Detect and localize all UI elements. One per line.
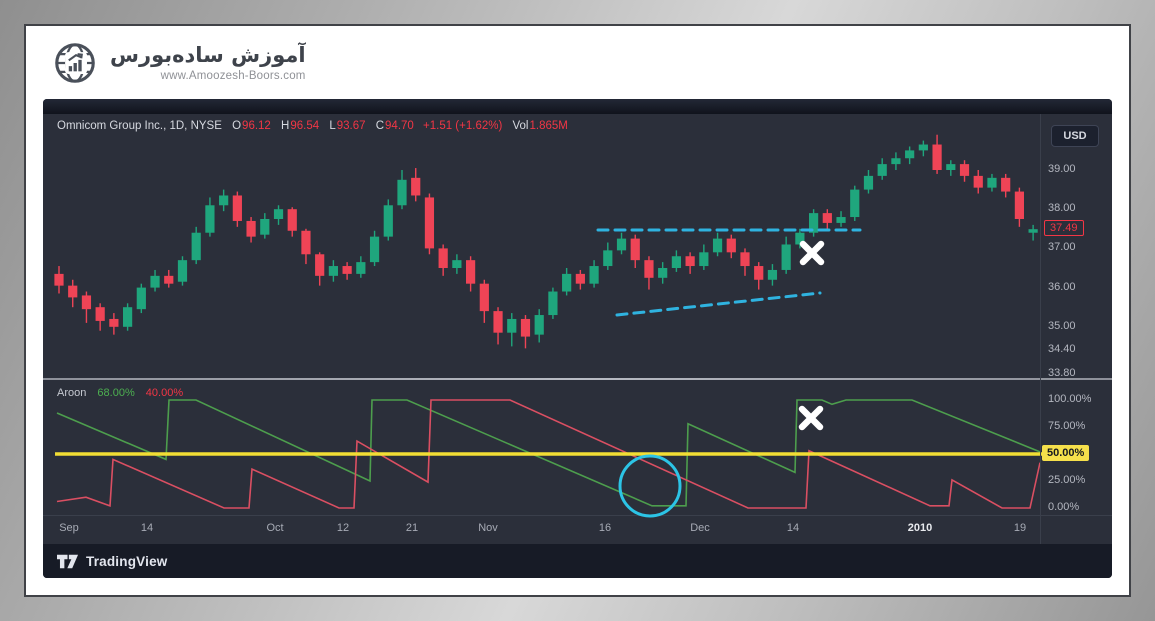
price-tick: 36.00 (1048, 280, 1076, 293)
currency-toggle-button[interactable]: USD (1051, 125, 1099, 147)
site-logo: آموزش ساده‌بورس www.Amoozesh-Boors.com (50, 38, 306, 88)
price-scale-divider (1040, 114, 1041, 544)
chart-top-strip (43, 99, 1112, 114)
symbol-header[interactable]: Omnicom Group Inc., 1D, NYSE O96.12 H96.… (57, 120, 568, 132)
percent-tick: 25.00% (1048, 474, 1086, 486)
time-tick: 21 (405, 522, 419, 534)
aroon-up-value: 68.00% (97, 387, 135, 399)
price-tick: 37.00 (1048, 241, 1076, 254)
x-mark-annotation[interactable] (798, 405, 824, 431)
aroon-down-line[interactable] (56, 399, 1041, 509)
open-value: 96.12 (242, 120, 271, 132)
time-tick: 14 (140, 522, 154, 534)
aroon-down-value: 40.00% (145, 387, 184, 399)
price-tick: 34.40 (1048, 343, 1076, 356)
high-value: 96.54 (290, 120, 320, 132)
site-title: آموزش ساده‌بورس (110, 43, 306, 68)
tradingview-icon[interactable] (57, 554, 79, 569)
bottom-toolbar: TradingView (43, 544, 1112, 578)
time-tick: Sep (59, 522, 79, 534)
time-tick: 16 (598, 522, 612, 534)
price-tick: 35.00 (1048, 319, 1076, 332)
volume-value: 1.865M (529, 120, 568, 132)
last-price-label: 37.49 (1044, 220, 1084, 237)
site-url: www.Amoozesh-Boors.com (160, 69, 306, 82)
low-value: 93.67 (336, 120, 366, 132)
trendline-dashed[interactable] (615, 291, 822, 317)
circle-annotation[interactable] (618, 454, 682, 518)
time-tick: Dec (690, 522, 710, 534)
globe-chart-icon (55, 43, 95, 83)
tradingview-wordmark[interactable]: TradingView (86, 553, 168, 569)
fifty-percent-label: 50.00% (1042, 445, 1090, 461)
low-label: L (329, 120, 336, 132)
aroon-indicator-chart[interactable] (43, 380, 1112, 518)
change-value: +1.51 (+1.62%) (423, 120, 503, 132)
time-tick: 2010 (907, 522, 933, 534)
percent-tick: 75.00% (1048, 420, 1086, 432)
time-tick: 19 (1013, 522, 1027, 534)
tradingview-chart-panel: TradingView Omnicom Group Inc., 1D, NYSE… (43, 99, 1112, 578)
price-tick: 39.00 (1048, 163, 1076, 175)
price-tick: 33.80 (1048, 366, 1076, 379)
indicator-name[interactable]: Aroon (57, 387, 87, 399)
time-tick: 14 (786, 522, 800, 534)
candlestick-chart[interactable] (43, 114, 1112, 378)
time-tick: Oct (266, 522, 284, 534)
high-label: H (281, 120, 290, 132)
time-axis[interactable] (43, 515, 1112, 545)
time-tick: Nov (478, 522, 498, 534)
indicator-legend[interactable]: Aroon 68.00% 40.00% (57, 387, 183, 399)
percent-tick: 100.00% (1048, 393, 1092, 405)
time-tick: 12 (336, 522, 350, 534)
page-background: آموزش ساده‌بورس www.Amoozesh-Boors.com T… (24, 24, 1131, 597)
symbol-text[interactable]: Omnicom Group Inc., 1D, NYSE (57, 120, 222, 132)
close-value: 94.70 (385, 120, 414, 132)
x-mark-annotation[interactable] (799, 240, 825, 266)
close-label: C (375, 120, 385, 132)
open-label: O (232, 120, 242, 132)
pane-separator[interactable] (43, 378, 1112, 380)
price-tick: 38.00 (1048, 202, 1076, 215)
volume-label: Vol (512, 120, 529, 132)
aroon-pane[interactable] (43, 380, 1112, 515)
percent-tick: 0.00% (1048, 501, 1080, 513)
aroon-up-line[interactable] (56, 399, 1041, 507)
